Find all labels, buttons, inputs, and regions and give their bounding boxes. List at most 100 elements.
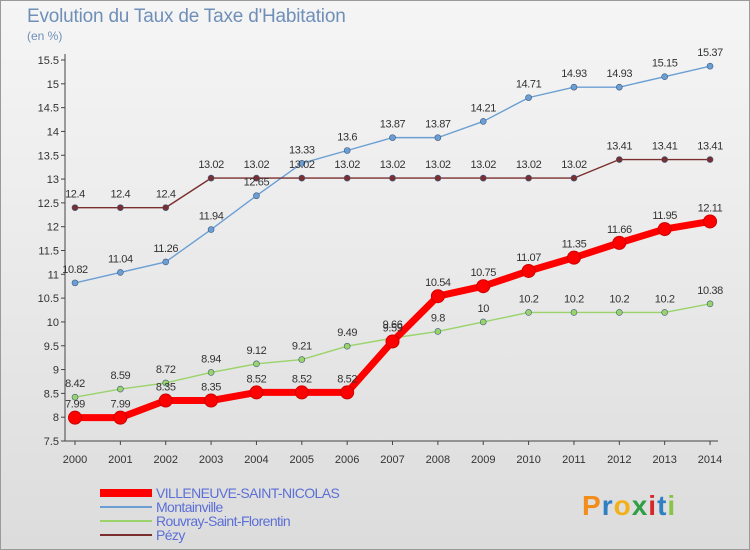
data-label-rouvray-saint-florentin: 10.38 xyxy=(697,285,723,297)
data-label-rouvray-saint-florentin: 10.2 xyxy=(655,293,675,305)
logo-letter: P xyxy=(582,490,602,521)
data-label-p-zy: 13.02 xyxy=(516,159,542,171)
data-label-p-zy: 12.4 xyxy=(65,189,85,201)
point-villeneuve-saint-nicolas xyxy=(158,393,173,408)
data-label-montainville: 13.87 xyxy=(425,119,451,131)
point-rouvray-saint-florentin xyxy=(616,309,623,316)
point-villeneuve-saint-nicolas xyxy=(612,235,627,250)
x-tick-label: 2001 xyxy=(108,454,132,466)
point-villeneuve-saint-nicolas xyxy=(294,385,309,400)
data-label-rouvray-saint-florentin: 9.12 xyxy=(247,345,267,357)
y-tick-label: 10.5 xyxy=(38,293,59,305)
data-label-montainville: 14.21 xyxy=(470,102,496,114)
data-label-montainville: 12.65 xyxy=(244,177,270,189)
point-rouvray-saint-florentin xyxy=(706,300,714,308)
y-tick-label: 12 xyxy=(47,222,59,234)
x-tick-label: 2005 xyxy=(290,454,314,466)
point-p-zy xyxy=(117,204,124,211)
y-tick-label: 13.5 xyxy=(38,150,59,162)
logo-letter: x xyxy=(631,490,649,521)
data-label-villeneuve-saint-nicolas: 7.99 xyxy=(110,399,130,411)
data-label-rouvray-saint-florentin: 9.21 xyxy=(292,341,312,353)
x-tick-label: 2008 xyxy=(426,454,450,466)
point-p-zy xyxy=(343,174,351,182)
point-montainville xyxy=(343,147,351,154)
point-villeneuve-saint-nicolas xyxy=(521,263,536,278)
point-rouvray-saint-florentin xyxy=(434,328,442,335)
point-p-zy xyxy=(207,174,215,182)
data-label-montainville: 15.37 xyxy=(697,47,723,59)
data-label-montainville: 13.87 xyxy=(380,119,406,131)
unit-label: (en %) xyxy=(27,29,63,43)
point-villeneuve-saint-nicolas xyxy=(703,214,718,229)
data-label-p-zy: 13.02 xyxy=(198,159,224,171)
point-rouvray-saint-florentin xyxy=(525,309,532,316)
data-label-villeneuve-saint-nicolas: 8.35 xyxy=(156,382,176,394)
legend-label: Rouvray-Saint-Florentin xyxy=(156,513,290,529)
point-rouvray-saint-florentin xyxy=(479,318,487,326)
point-montainville xyxy=(479,118,487,125)
point-montainville xyxy=(616,83,623,91)
data-label-p-zy: 13.41 xyxy=(697,141,723,153)
data-label-montainville: 15.15 xyxy=(652,58,678,70)
data-label-rouvray-saint-florentin: 9.49 xyxy=(337,327,357,339)
y-tick-label: 8.5 xyxy=(44,388,59,400)
data-label-p-zy: 12.4 xyxy=(110,189,130,201)
point-villeneuve-saint-nicolas xyxy=(340,385,355,400)
data-label-villeneuve-saint-nicolas: 8.52 xyxy=(292,373,312,385)
point-rouvray-saint-florentin xyxy=(570,309,578,316)
point-rouvray-saint-florentin xyxy=(343,342,351,350)
data-label-montainville: 13.6 xyxy=(337,131,357,143)
x-tick-label: 2013 xyxy=(652,454,676,466)
data-label-villeneuve-saint-nicolas: 12.11 xyxy=(698,202,723,214)
data-label-p-zy: 12.4 xyxy=(156,189,176,201)
data-label-p-zy: 13.41 xyxy=(652,141,678,153)
data-label-villeneuve-saint-nicolas: 10.54 xyxy=(425,277,451,289)
y-tick-label: 15.5 xyxy=(38,55,59,67)
point-villeneuve-saint-nicolas xyxy=(204,393,219,408)
point-montainville xyxy=(570,83,578,91)
data-label-rouvray-saint-florentin: 8.59 xyxy=(110,370,130,382)
x-tick-label: 2007 xyxy=(380,454,404,466)
y-tick-label: 9 xyxy=(53,365,59,377)
point-montainville xyxy=(253,192,260,200)
data-label-p-zy: 13.02 xyxy=(289,159,315,171)
point-rouvray-saint-florentin xyxy=(661,309,668,316)
point-p-zy xyxy=(661,156,668,163)
y-tick-label: 13 xyxy=(47,174,59,186)
y-tick-label: 10 xyxy=(47,317,59,329)
y-tick-label: 14 xyxy=(47,126,59,138)
y-tick-label: 9.5 xyxy=(44,341,59,353)
point-villeneuve-saint-nicolas xyxy=(249,385,264,400)
data-label-p-zy: 13.02 xyxy=(470,159,496,171)
x-tick-label: 2012 xyxy=(607,454,631,466)
data-label-villeneuve-saint-nicolas: 8.52 xyxy=(337,373,357,385)
point-rouvray-saint-florentin xyxy=(253,360,260,368)
data-label-villeneuve-saint-nicolas: 11.95 xyxy=(652,210,677,222)
point-montainville xyxy=(117,269,124,276)
data-label-rouvray-saint-florentin: 10.2 xyxy=(609,293,629,305)
data-label-montainville: 11.94 xyxy=(199,211,224,223)
data-label-villeneuve-saint-nicolas: 11.66 xyxy=(607,224,632,236)
logo-letter: r xyxy=(601,490,614,521)
x-tick-label: 2004 xyxy=(244,454,268,466)
data-label-rouvray-saint-florentin: 8.72 xyxy=(156,364,176,376)
x-tick-label: 2003 xyxy=(199,454,223,466)
logo-letter: t xyxy=(657,490,668,521)
point-p-zy xyxy=(253,174,260,182)
data-label-rouvray-saint-florentin: 8.42 xyxy=(65,378,85,390)
y-tick-label: 8 xyxy=(53,412,59,424)
point-montainville xyxy=(661,73,668,80)
point-p-zy xyxy=(479,174,487,182)
point-villeneuve-saint-nicolas xyxy=(566,250,581,265)
y-tick-label: 12.5 xyxy=(38,198,59,210)
x-tick-label: 2000 xyxy=(63,454,87,466)
logo-letter: i xyxy=(667,490,677,521)
data-label-p-zy: 13.02 xyxy=(380,159,406,171)
data-label-villeneuve-saint-nicolas: 10.75 xyxy=(470,267,496,279)
x-tick-label: 2002 xyxy=(153,454,177,466)
data-label-montainville: 11.26 xyxy=(153,243,178,255)
point-rouvray-saint-florentin xyxy=(298,356,306,363)
